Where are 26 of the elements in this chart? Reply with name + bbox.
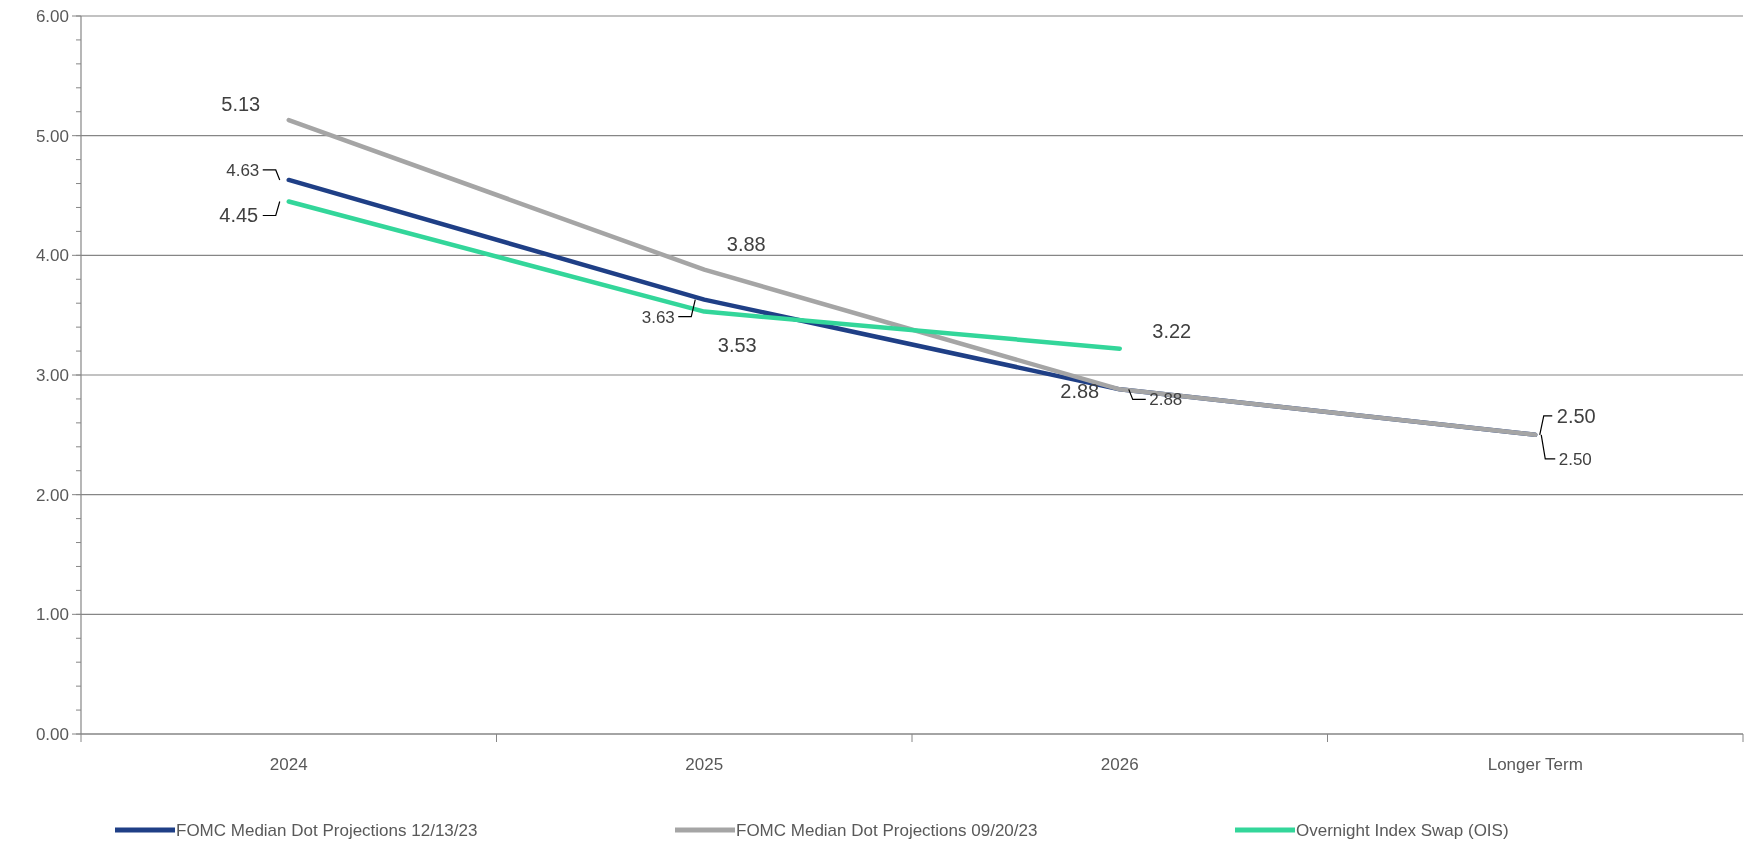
line-series xyxy=(286,117,1538,438)
y-tick-label: 3.00 xyxy=(35,365,69,385)
data-label: 2.88 xyxy=(1149,390,1183,410)
data-label: 4.63 xyxy=(226,160,260,180)
legend-label: FOMC Median Dot Projections 09/20/23 xyxy=(736,820,1038,840)
legend-label: FOMC Median Dot Projections 12/13/23 xyxy=(176,820,478,840)
y-tick-label: 0.00 xyxy=(35,724,69,744)
x-tick-label: 2025 xyxy=(685,754,724,774)
x-tick-label: 2024 xyxy=(269,754,308,774)
data-label: 2.50 xyxy=(1558,449,1592,469)
data-label: 5.13 xyxy=(221,93,261,116)
data-label: 3.22 xyxy=(1152,319,1192,342)
data-label: 3.53 xyxy=(717,333,757,356)
y-tick-label: 5.00 xyxy=(35,126,69,146)
y-tick-label: 1.00 xyxy=(35,605,69,625)
data-label: 2.88 xyxy=(1060,380,1100,403)
data-label: 3.88 xyxy=(726,232,766,255)
data-label: 3.63 xyxy=(641,307,675,327)
legend-label: Overnight Index Swap (OIS) xyxy=(1296,820,1509,840)
y-tick-label: 6.00 xyxy=(35,6,69,26)
y-tick-label: 2.00 xyxy=(35,485,69,505)
x-tick-label: Longer Term xyxy=(1487,754,1583,774)
y-tick-label: 4.00 xyxy=(35,246,69,266)
data-label: 2.50 xyxy=(1556,404,1596,427)
x-tick-label: 2026 xyxy=(1100,754,1139,774)
data-label: 4.45 xyxy=(219,204,259,227)
